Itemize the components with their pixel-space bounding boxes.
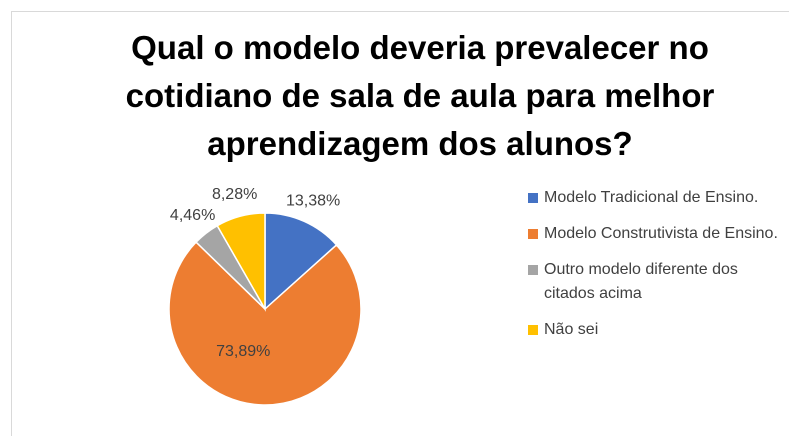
data-label: 73,89%	[216, 343, 270, 360]
data-label: 4,46%	[170, 207, 215, 224]
legend-swatch	[528, 193, 538, 203]
chart-frame	[11, 11, 789, 436]
legend-item: Modelo Tradicional de Ensino.	[528, 186, 783, 210]
pie-slice	[264, 212, 338, 311]
legend-swatch	[528, 229, 538, 239]
pie-slice	[168, 241, 362, 406]
data-label: 13,38%	[286, 192, 340, 209]
legend: Modelo Tradicional de Ensino. Modelo Cons…	[528, 186, 783, 354]
legend-label: Modelo Construtivista de Ensino.	[544, 225, 778, 242]
chart-title: Qual o modelo deveria prevalecer no coti…	[125, 29, 715, 162]
legend-item: Outro modelo diferente dos citados acima	[528, 258, 783, 306]
pie-slice	[216, 212, 266, 312]
legend-swatch	[528, 325, 538, 335]
legend-label: Modelo Tradicional de Ensino.	[544, 189, 759, 206]
legend-label: Não sei	[544, 321, 599, 338]
legend-swatch	[528, 265, 538, 275]
legend-label: Outro modelo diferente dos citados acima	[544, 261, 738, 302]
data-label: 8,28%	[212, 186, 257, 203]
legend-item: Modelo Construtivista de Ensino.	[528, 222, 783, 246]
legend-item: Não sei	[528, 318, 783, 342]
